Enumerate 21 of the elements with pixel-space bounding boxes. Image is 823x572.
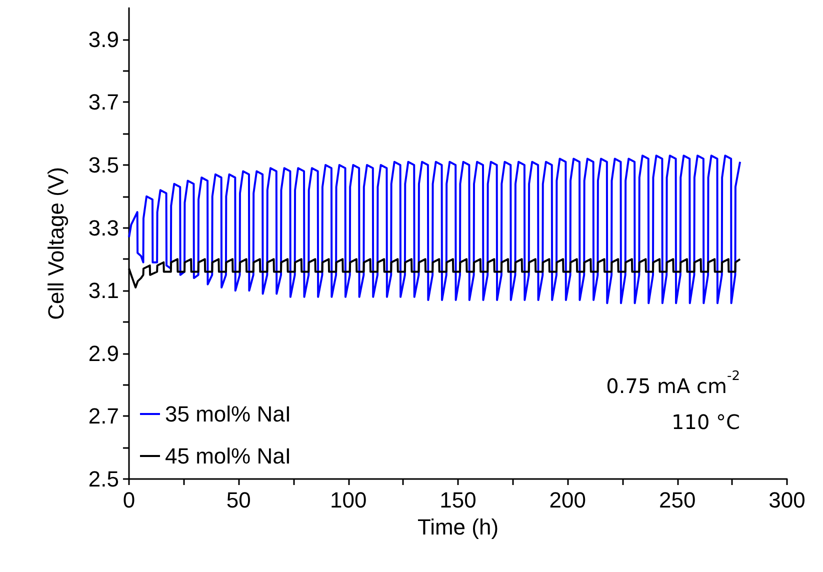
y-tick-label: 3.9 <box>88 26 119 52</box>
y-tick-label: 3.5 <box>88 152 119 178</box>
x-tick-label: 150 <box>440 488 476 512</box>
y-tick-label: 2.9 <box>88 340 119 366</box>
legend-label: 45 mol% NaI <box>165 444 291 468</box>
y-axis-title: Cell Voltage (V) <box>44 167 68 320</box>
y-tick-label: 3.7 <box>88 90 119 115</box>
line-series <box>128 154 742 304</box>
y-tick-label: 2.7 <box>88 404 119 429</box>
annotation: 110 °C <box>672 410 740 434</box>
x-tick-label: 100 <box>330 488 367 512</box>
y-tick-label: 2.5 <box>88 466 119 492</box>
y-tick-label: 3.3 <box>88 215 119 240</box>
x-tick-label: 200 <box>549 488 586 512</box>
x-tick-label: 0 <box>122 488 136 512</box>
legend-label: 35 mol% NaI <box>165 402 291 426</box>
y-tick-label: 3.1 <box>88 278 119 304</box>
x-tick-label: 50 <box>226 488 251 512</box>
x-tick-label: 250 <box>658 488 696 512</box>
x-tick-label: 300 <box>768 488 806 512</box>
x-axis-title: Time (h) <box>417 514 499 540</box>
